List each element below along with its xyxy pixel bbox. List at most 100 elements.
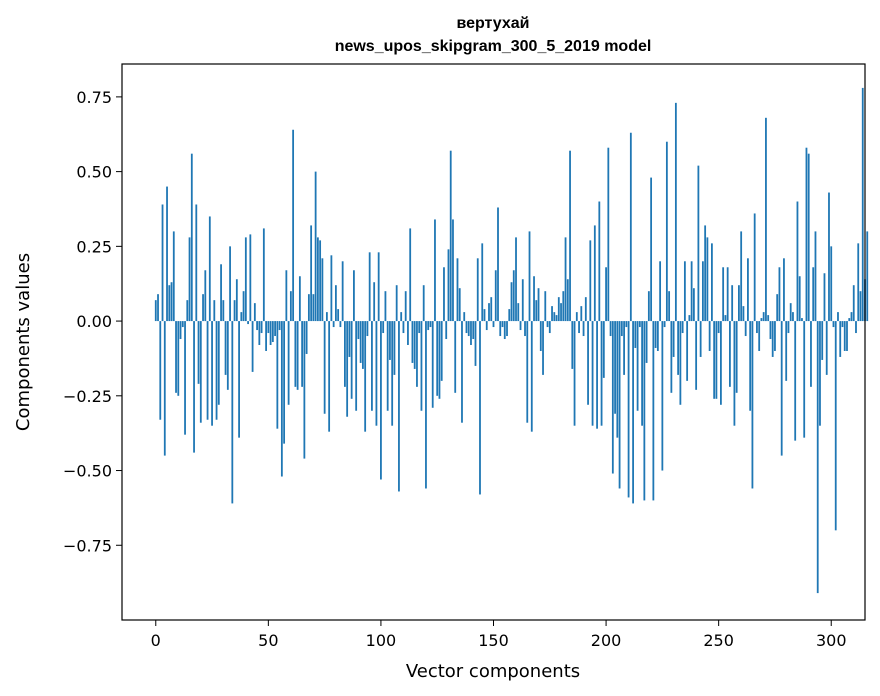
bar-component-246 — [708, 321, 711, 351]
bar-component-165 — [526, 321, 529, 423]
bar-component-73 — [319, 240, 322, 322]
bar-component-37 — [238, 321, 240, 438]
bar-component-153 — [499, 321, 502, 337]
bar-component-55 — [278, 321, 281, 331]
bar-component-101 — [382, 321, 385, 334]
bar-component-209 — [625, 321, 628, 328]
bar-component-131 — [449, 150, 452, 322]
bar-component-91 — [359, 321, 362, 363]
y-tick-label: −0.25 — [63, 387, 112, 406]
bar-component-42 — [249, 234, 252, 322]
bar-component-113 — [409, 228, 412, 322]
bar-component-93 — [364, 321, 367, 432]
bar-component-141 — [472, 321, 475, 340]
bar-component-137 — [463, 312, 466, 322]
bar-component-5 — [166, 186, 168, 322]
bar-component-110 — [402, 321, 405, 334]
bar-component-177 — [553, 312, 556, 322]
bar-component-31 — [224, 321, 227, 375]
bar-component-172 — [542, 321, 544, 375]
bar-component-12 — [181, 321, 184, 328]
bar-component-199 — [602, 321, 605, 378]
bar-component-296 — [821, 321, 824, 360]
bar-component-239 — [692, 288, 695, 322]
bar-component-130 — [447, 249, 450, 322]
bar-component-161 — [517, 303, 520, 322]
bar-component-184 — [569, 150, 571, 322]
bar-component-221 — [652, 321, 655, 501]
bar-component-262 — [744, 321, 747, 337]
bar-component-240 — [695, 321, 698, 390]
bar-component-85 — [346, 321, 349, 417]
bar-component-135 — [458, 288, 461, 322]
bar-component-51 — [269, 321, 272, 345]
bar-component-140 — [470, 321, 472, 345]
bar-component-126 — [438, 321, 441, 399]
bar-component-149 — [490, 297, 493, 322]
bar-component-24 — [208, 216, 211, 322]
bar-component-243 — [701, 261, 704, 322]
bar-component-272 — [767, 315, 770, 322]
bar-component-175 — [548, 321, 551, 334]
bar-component-313 — [859, 291, 862, 322]
bar-component-15 — [188, 237, 191, 322]
bar-component-142 — [474, 321, 477, 366]
bar-component-245 — [706, 237, 709, 322]
bar-component-186 — [573, 321, 576, 426]
bar-component-6 — [168, 285, 171, 322]
bar-component-188 — [578, 321, 580, 334]
bar-component-176 — [551, 306, 553, 322]
bar-component-82 — [339, 321, 342, 328]
bar-component-114 — [411, 321, 414, 363]
bar-component-47 — [260, 321, 263, 334]
bar-component-306 — [843, 321, 846, 351]
bar-component-236 — [686, 321, 689, 381]
bar-component-281 — [787, 321, 790, 334]
bar-component-158 — [510, 282, 513, 322]
bar-component-87 — [350, 321, 353, 399]
bar-component-255 — [729, 321, 731, 387]
bar-component-57 — [283, 321, 286, 444]
y-tick-label: −0.75 — [63, 536, 112, 555]
bar-component-305 — [841, 321, 844, 328]
bar-component-232 — [677, 321, 680, 375]
bar-component-316 — [866, 231, 869, 322]
bar-component-202 — [609, 321, 612, 337]
bar-component-75 — [323, 321, 326, 414]
bar-component-96 — [371, 321, 373, 411]
bar-series — [154, 87, 869, 594]
bar-component-70 — [312, 294, 315, 322]
bar-component-185 — [571, 321, 574, 369]
bar-component-48 — [262, 228, 265, 322]
bar-component-29 — [220, 264, 222, 322]
bar-component-121 — [427, 321, 430, 331]
bar-component-76 — [325, 312, 328, 322]
bar-component-194 — [591, 321, 594, 426]
bar-component-14 — [186, 300, 189, 322]
bar-component-92 — [362, 321, 364, 369]
bar-component-298 — [825, 321, 828, 375]
bar-component-160 — [515, 237, 517, 322]
x-tick-label: 250 — [703, 631, 734, 650]
bar-component-250 — [717, 321, 720, 334]
bar-component-288 — [803, 321, 806, 438]
bar-component-304 — [839, 321, 842, 357]
bar-component-103 — [386, 321, 389, 411]
bar-component-11 — [179, 321, 182, 340]
bar-component-204 — [614, 321, 616, 414]
bar-component-247 — [711, 243, 713, 322]
bar-component-156 — [506, 321, 508, 337]
bar-component-211 — [629, 132, 632, 322]
bar-component-282 — [789, 303, 792, 322]
bar-component-294 — [816, 321, 819, 594]
bar-component-23 — [206, 321, 209, 420]
bar-component-256 — [731, 285, 734, 322]
bar-component-223 — [656, 321, 659, 351]
bar-component-277 — [778, 267, 781, 322]
bar-component-83 — [341, 261, 344, 322]
bar-component-241 — [697, 165, 700, 322]
bar-component-235 — [683, 261, 686, 322]
bar-component-99 — [377, 252, 380, 322]
bar-component-187 — [575, 312, 578, 322]
bar-component-168 — [533, 276, 535, 322]
